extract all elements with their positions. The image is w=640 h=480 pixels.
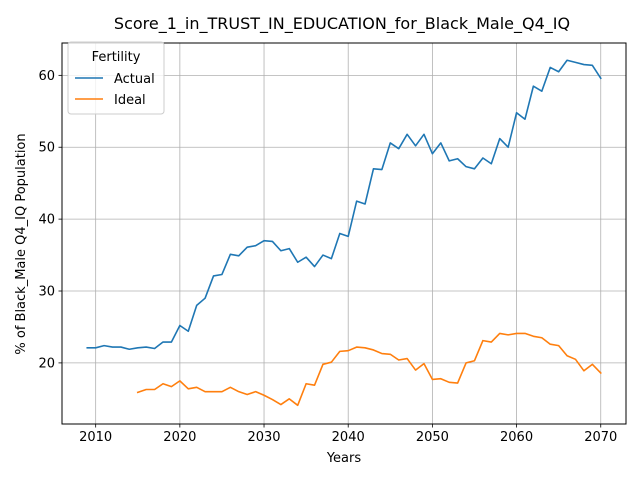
legend-label-actual: Actual [114,72,155,87]
x-tick-label: 2010 [79,430,112,445]
legend-title: Fertility [92,50,141,65]
x-tick-label: 2070 [584,430,617,445]
x-tick-label: 2020 [163,430,196,445]
legend-label-ideal: Ideal [114,93,146,108]
legend-items: Actual Ideal [75,72,155,108]
plot-frame [61,42,627,425]
legend-box [67,41,165,115]
x-tick-label: 2040 [332,430,365,445]
series-line-ideal [136,332,602,407]
y-tick-label: 50 [38,141,55,156]
series-lines [86,59,602,407]
y-axis-title: % of Black_Male Q4_IQ Population [14,133,29,354]
series-line-actual [86,59,602,351]
x-tick-label: 2030 [247,430,280,445]
y-tick-label: 40 [38,213,55,228]
y-tick-label: 20 [38,356,55,371]
legend: Fertility Actual Ideal [67,41,165,115]
x-tick-label: 2060 [500,430,533,445]
y-axis-ticks: 20 30 40 50 60 [38,69,62,371]
x-tick-label: 2050 [416,430,449,445]
chart-title: Score_1_in_TRUST_IN_EDUCATION_for_Black_… [114,14,570,34]
y-tick-label: 60 [38,69,55,84]
y-tick-label: 30 [38,285,55,300]
x-axis-title: Years [326,451,362,466]
x-axis-ticks: 2010 2020 2030 2040 2050 2060 2070 [79,424,617,445]
